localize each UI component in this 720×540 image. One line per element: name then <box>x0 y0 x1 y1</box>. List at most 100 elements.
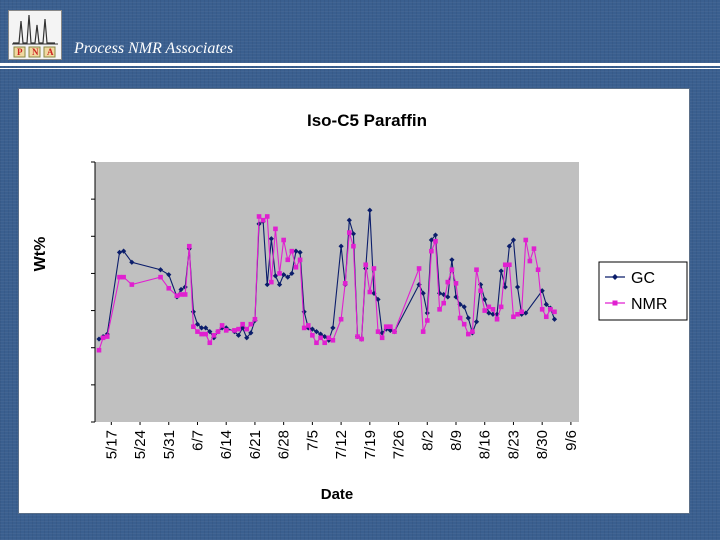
data-point-gc <box>551 316 558 322</box>
data-point-nmr <box>445 279 451 285</box>
x-tick-label: 9/6 <box>563 430 580 451</box>
chart-panel: Iso-C5 Paraffin Wt% 5/17 5/24 5/31 6/7 6/14 6/2… <box>18 88 690 514</box>
data-point-gc <box>478 281 484 288</box>
data-point-nmr <box>203 331 208 337</box>
x-tick-label: 5/31 <box>161 430 178 459</box>
x-tick-label: 8/30 <box>534 430 551 459</box>
data-point-nmr <box>392 329 397 334</box>
data-point-nmr <box>326 335 332 341</box>
data-point-gc <box>367 207 373 213</box>
data-point-nmr <box>322 340 327 346</box>
data-point-nmr <box>507 262 512 268</box>
data-point-gc <box>309 326 315 332</box>
data-point-nmr <box>511 314 516 320</box>
data-point-nmr <box>490 307 496 312</box>
data-point-nmr <box>441 300 446 306</box>
data-point-nmr <box>240 321 245 327</box>
chart-title: Iso-C5 Paraffin <box>307 111 427 130</box>
data-point-nmr <box>244 326 250 332</box>
data-point-gc <box>244 335 250 341</box>
legend-label-gc: GC <box>631 270 655 287</box>
x-tick-label: 6/28 <box>276 430 293 459</box>
x-tick-label: 6/7 <box>189 430 206 451</box>
data-point-gc <box>506 243 512 249</box>
data-point-nmr <box>478 288 483 294</box>
data-point-nmr <box>330 337 336 343</box>
data-point-nmr <box>100 335 106 341</box>
data-point-gc <box>473 319 480 325</box>
data-point-nmr <box>273 226 278 232</box>
data-point-gc <box>313 329 320 335</box>
company-name: Process NMR Associates <box>74 40 234 57</box>
legend-box <box>598 261 688 321</box>
data-point-gc <box>194 321 201 327</box>
data-point-nmr <box>457 315 463 321</box>
data-point-nmr <box>552 309 557 315</box>
data-point-nmr <box>252 316 258 322</box>
x-tick-label: 8/23 <box>505 430 522 459</box>
data-point-nmr <box>416 266 422 271</box>
data-point-nmr <box>535 267 541 273</box>
x-tick-label: 5/24 <box>132 430 149 459</box>
data-point-nmr <box>293 264 299 270</box>
data-point-gc <box>428 237 434 243</box>
header-divider-thin <box>0 68 720 69</box>
data-point-gc <box>486 310 492 316</box>
data-point-gc <box>350 231 357 237</box>
data-point-nmr <box>236 326 241 332</box>
data-point-nmr <box>351 243 356 249</box>
data-point-nmr <box>191 324 196 329</box>
data-point-nmr <box>174 293 180 299</box>
x-axis-label: Date <box>321 486 354 503</box>
data-point-nmr <box>429 248 434 254</box>
data-point-nmr <box>301 325 307 331</box>
data-point-gc <box>182 284 188 290</box>
logo-letter-a: A <box>47 47 54 57</box>
data-point-nmr <box>166 285 172 291</box>
data-point-nmr <box>375 329 381 334</box>
y-axis-label: Wt% <box>32 237 49 272</box>
data-point-nmr <box>211 333 217 338</box>
data-point-gc <box>121 248 127 254</box>
data-point-nmr <box>264 214 270 219</box>
x-tick-label: 7/19 <box>362 430 379 459</box>
header-divider <box>0 63 720 66</box>
data-point-nmr <box>515 311 520 317</box>
x-tick-label: 8/9 <box>448 430 465 451</box>
data-point-gc <box>432 232 439 238</box>
data-point-nmr <box>363 262 369 268</box>
data-point-nmr <box>178 292 184 297</box>
data-point-nmr <box>248 321 254 327</box>
x-tick-label: 6/14 <box>218 430 235 459</box>
data-point-nmr <box>269 279 274 285</box>
data-point-nmr <box>310 333 315 338</box>
data-point-nmr <box>223 328 229 333</box>
data-point-nmr <box>215 329 221 334</box>
data-point-nmr <box>260 217 266 223</box>
data-point-nmr <box>453 281 459 286</box>
data-point-nmr <box>433 238 438 244</box>
data-point-gc <box>523 310 529 316</box>
data-point-nmr <box>195 329 200 334</box>
data-point-nmr <box>121 274 126 280</box>
data-point-nmr <box>449 267 455 273</box>
x-tick-label: 6/21 <box>247 430 264 459</box>
data-point-nmr <box>379 335 385 341</box>
legend-marker-nmr <box>612 300 618 306</box>
legend-label-nmr: NMR <box>631 296 667 313</box>
data-point-nmr <box>383 324 389 329</box>
data-point-nmr <box>367 289 373 295</box>
data-point-nmr <box>420 329 426 334</box>
data-point-nmr <box>285 257 291 263</box>
logo-letter-n: N <box>32 47 39 57</box>
data-point-gc <box>297 249 303 255</box>
data-point-gc <box>116 249 123 255</box>
x-tick-label: 7/12 <box>333 430 350 459</box>
data-point-gc <box>276 281 283 288</box>
data-point-gc <box>436 290 443 296</box>
nmr-spectrum-logo-icon: P N A <box>8 10 62 60</box>
data-point-gc <box>420 290 426 296</box>
data-point-nmr <box>232 328 237 333</box>
data-point-nmr <box>117 274 122 280</box>
data-point-gc <box>346 217 352 223</box>
